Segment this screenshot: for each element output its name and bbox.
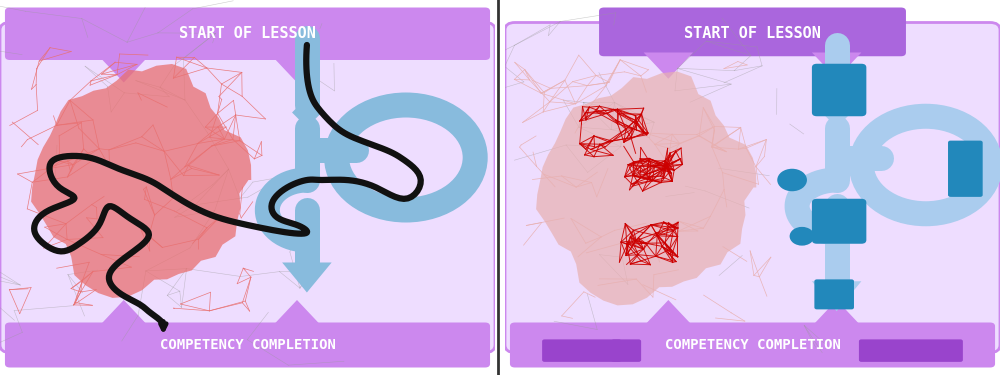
- Polygon shape: [272, 300, 322, 326]
- FancyBboxPatch shape: [542, 339, 621, 362]
- FancyBboxPatch shape: [859, 339, 963, 362]
- Polygon shape: [292, 98, 322, 128]
- Text: COMPETENCY COMPLETION: COMPETENCY COMPLETION: [160, 338, 335, 352]
- Polygon shape: [536, 72, 756, 305]
- FancyBboxPatch shape: [814, 279, 854, 309]
- Polygon shape: [812, 300, 861, 326]
- Polygon shape: [644, 300, 693, 326]
- FancyBboxPatch shape: [505, 22, 1000, 352]
- Polygon shape: [822, 98, 852, 128]
- Polygon shape: [644, 53, 693, 79]
- Text: START OF LESSON: START OF LESSON: [179, 26, 316, 41]
- FancyBboxPatch shape: [611, 339, 641, 362]
- Polygon shape: [31, 64, 251, 298]
- FancyBboxPatch shape: [812, 64, 866, 116]
- FancyBboxPatch shape: [812, 199, 866, 244]
- FancyBboxPatch shape: [510, 322, 995, 368]
- Text: COMPETENCY COMPLETION: COMPETENCY COMPLETION: [665, 338, 840, 352]
- FancyBboxPatch shape: [948, 141, 983, 197]
- FancyBboxPatch shape: [599, 8, 906, 56]
- FancyBboxPatch shape: [0, 22, 495, 352]
- Polygon shape: [812, 281, 861, 311]
- Polygon shape: [812, 53, 861, 79]
- Polygon shape: [99, 56, 148, 82]
- Ellipse shape: [777, 169, 807, 191]
- Polygon shape: [99, 300, 148, 326]
- FancyBboxPatch shape: [5, 8, 490, 60]
- Text: START OF LESSON: START OF LESSON: [684, 26, 821, 41]
- Ellipse shape: [790, 227, 814, 246]
- Polygon shape: [272, 56, 322, 82]
- Polygon shape: [282, 262, 332, 292]
- FancyBboxPatch shape: [5, 322, 490, 368]
